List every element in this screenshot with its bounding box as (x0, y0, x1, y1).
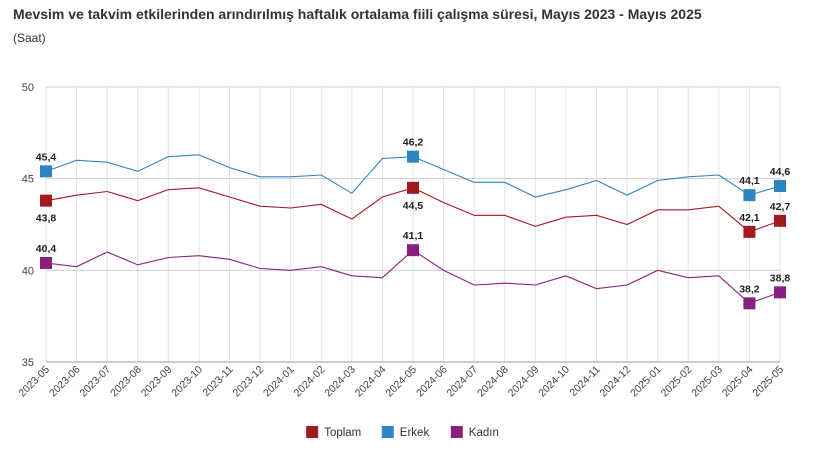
x-tick-label: 2024-03 (322, 364, 358, 400)
data-label-kad-n: 41,1 (403, 230, 424, 242)
legend-label: Erkek (400, 427, 430, 439)
marker-erkek (774, 180, 786, 192)
legend-swatch (306, 426, 319, 438)
x-tick-label: 2023-10 (169, 364, 205, 400)
x-tick-label: 2023-09 (139, 364, 175, 400)
x-tick-label: 2024-02 (292, 364, 328, 400)
x-tick-label: 2024-04 (353, 364, 389, 400)
x-tick-label: 2023-06 (47, 364, 83, 400)
y-tick-label: 50 (22, 82, 34, 94)
x-tick-label: 2025-03 (689, 364, 725, 400)
x-tick-label: 2025-01 (628, 364, 664, 400)
legend-item-toplam[interactable]: Toplam (306, 426, 361, 439)
x-tick-label: 2024-11 (567, 364, 602, 399)
data-label-toplam: 44,5 (403, 200, 424, 212)
x-tick-label: 2023-11 (200, 364, 235, 399)
data-label-kad-n: 38,8 (770, 272, 791, 284)
marker-toplam (407, 181, 419, 194)
data-label-toplam: 42,1 (739, 212, 760, 224)
data-label-erkek: 46,2 (403, 137, 424, 149)
x-tick-label: 2023-08 (108, 364, 144, 400)
data-label-erkek: 45,4 (36, 151, 57, 163)
legend-label: Kadın (469, 427, 499, 439)
marker-erkek (407, 150, 419, 163)
data-label-erkek: 44,1 (739, 175, 760, 187)
chart-subtitle: (Saat) (13, 31, 46, 45)
legend-label: Toplam (324, 427, 361, 439)
x-tick-label: 2024-05 (383, 364, 419, 400)
marker-erkek (743, 189, 756, 202)
x-tick-label: 2025-02 (659, 364, 695, 400)
x-tick-label: 2024-06 (414, 364, 450, 400)
x-tick-label: 2025-04 (720, 364, 756, 400)
x-tick-label: 2024-01 (261, 364, 297, 400)
grid-layer (45, 86, 781, 363)
x-tick-label: 2023-07 (78, 364, 114, 400)
y-tick-label: 40 (22, 265, 34, 277)
legend: Toplam Erkek Kadın (306, 426, 499, 439)
data-label-kad-n: 40,4 (36, 243, 57, 255)
data-label-erkek: 44,6 (770, 166, 791, 178)
data-label-kad-n: 38,2 (739, 283, 760, 295)
y-tick-label: 35 (22, 357, 34, 369)
legend-swatch (381, 426, 394, 438)
x-tick-label: 2024-08 (475, 364, 511, 400)
chart-title: Mevsim ve takvim etkilerinden arındırılm… (13, 6, 702, 22)
marker-toplam (774, 214, 786, 227)
data-label-toplam: 43,8 (36, 213, 57, 225)
legend-item-erkek[interactable]: Erkek (381, 426, 430, 439)
y-tick-label: 45 (22, 174, 34, 186)
marker-kad-n (407, 244, 419, 257)
axis-layer: 354045502023-052023-062023-072023-082023… (16, 82, 786, 399)
legend-swatch (450, 426, 463, 438)
marker-toplam (40, 194, 52, 207)
marker-erkek (40, 165, 52, 178)
series-layer (40, 150, 786, 310)
legend-item-kad-n[interactable]: Kadın (450, 426, 499, 439)
x-tick-label: 2023-12 (230, 364, 266, 400)
x-tick-label: 2024-12 (597, 364, 633, 400)
marker-kad-n (40, 257, 52, 269)
data-label-toplam: 42,7 (770, 201, 791, 213)
data-label-layer: 43,8 44,5 42,1 42,7 45,4 46,2 44,1 44,6 40,4 41,1… (36, 137, 791, 296)
x-tick-label: 2025-05 (750, 364, 786, 400)
x-tick-label: 2024-10 (536, 364, 572, 400)
marker-kad-n (774, 286, 786, 299)
marker-toplam (743, 225, 756, 238)
x-tick-label: 2024-07 (445, 364, 481, 400)
x-tick-label: 2024-09 (506, 364, 542, 400)
marker-kad-n (743, 297, 756, 310)
